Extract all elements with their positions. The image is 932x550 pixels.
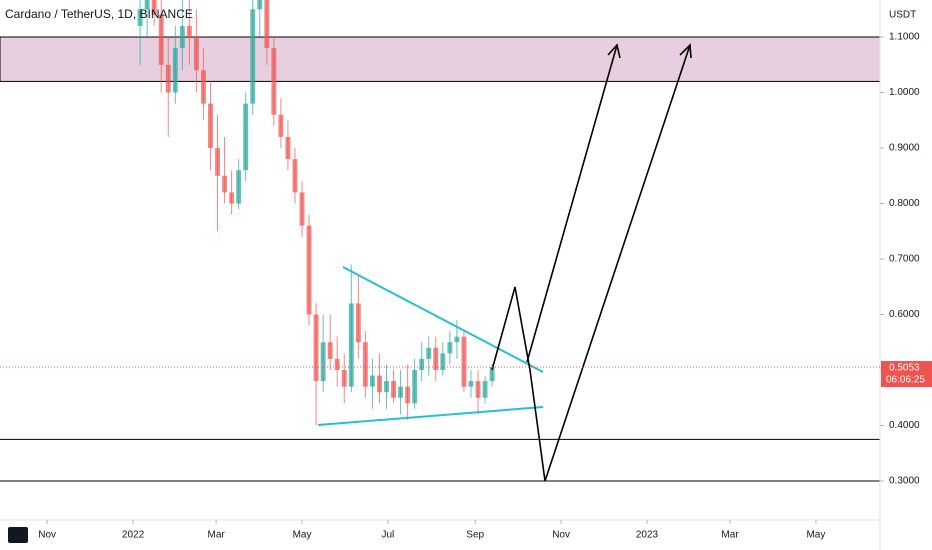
candle-body [243, 103, 249, 171]
y-tick-label: 1.1000 [889, 32, 920, 43]
x-tick-label: 2023 [636, 530, 659, 541]
candle-body [475, 381, 481, 398]
candle-body [426, 347, 432, 359]
chart-title: Cardano / TetherUS, 1D, BINANCE [5, 7, 193, 21]
candle-body [327, 342, 333, 359]
arrow-head [679, 43, 692, 59]
resistance-zone [0, 36, 881, 82]
x-tick-label: Mar [721, 530, 739, 541]
y-tick-label: 0.3000 [889, 476, 920, 487]
candle-body [285, 136, 291, 160]
candle-body [355, 303, 361, 343]
axis-unit: USDT [889, 10, 916, 21]
trend-line [317, 406, 544, 426]
candle-body [299, 192, 305, 226]
x-tick-label: May [806, 530, 825, 541]
candle-body [405, 386, 411, 404]
projection-path [491, 44, 691, 482]
candle-body [144, 0, 150, 10]
candle-body [236, 170, 242, 204]
y-tick-label: 0.8000 [889, 198, 920, 209]
candle-body [215, 148, 220, 176]
candle-body [208, 103, 213, 149]
candle-body [151, 0, 157, 15]
candle-body [264, 0, 270, 49]
logo-mark [8, 527, 28, 543]
candle-body [391, 381, 396, 398]
x-tick-label: Sep [466, 530, 484, 541]
candle-body [229, 192, 235, 204]
y-tick-label: 0.9000 [889, 143, 920, 154]
candle-body [250, 9, 256, 104]
candle-body [334, 358, 340, 370]
candle-body [158, 14, 164, 65]
candle-body [341, 369, 347, 387]
x-tick-label: Jul [382, 530, 395, 541]
logo [8, 527, 28, 543]
trend-line [342, 266, 544, 373]
candle-body [461, 336, 467, 387]
candle-body [468, 381, 474, 387]
candle-body [320, 342, 326, 382]
candle-body [440, 353, 446, 370]
candle-body [419, 358, 425, 370]
y-tick-label: 1.0000 [889, 87, 920, 98]
projection-arrow [526, 44, 618, 363]
candle-body [398, 386, 404, 398]
candle-body [489, 367, 495, 382]
last-price-label: 0.5053 [889, 363, 920, 374]
candle-body [454, 336, 460, 343]
candle-body [257, 0, 263, 10]
candle-body [222, 175, 228, 193]
x-tick-label: 2022 [122, 530, 145, 541]
candle-body [193, 37, 199, 71]
arrow-head [607, 43, 621, 59]
candle-body [137, 9, 143, 26]
candle-body [278, 114, 284, 137]
candle-body [172, 48, 178, 93]
candle-body [384, 381, 389, 393]
candle-body [362, 342, 368, 387]
candle-body [186, 25, 192, 38]
candle-body [165, 64, 171, 93]
x-tick-label: Nov [38, 530, 56, 541]
y-tick-label: 0.7000 [889, 254, 920, 265]
candle-body [306, 225, 312, 315]
countdown-label: 06:06:25 [886, 375, 925, 386]
candle-body [433, 347, 439, 370]
candle-body [179, 25, 185, 49]
candle-body [348, 303, 354, 387]
x-tick-label: Nov [552, 530, 570, 541]
candle-body [412, 369, 418, 404]
candle-body [271, 48, 277, 115]
plot-area [0, 0, 881, 482]
candle-body [200, 70, 206, 104]
candle-body [447, 342, 453, 354]
last-price-box [881, 361, 932, 388]
candle-body [482, 381, 488, 398]
candle-body [376, 375, 382, 393]
candle-body [313, 314, 319, 382]
x-tick-label: May [293, 530, 312, 541]
y-tick-label: 0.6000 [889, 309, 920, 320]
y-tick-label: 0.4000 [889, 420, 920, 431]
x-tick-label: Mar [208, 530, 226, 541]
candle-body [369, 375, 375, 387]
candle-body [292, 159, 298, 193]
